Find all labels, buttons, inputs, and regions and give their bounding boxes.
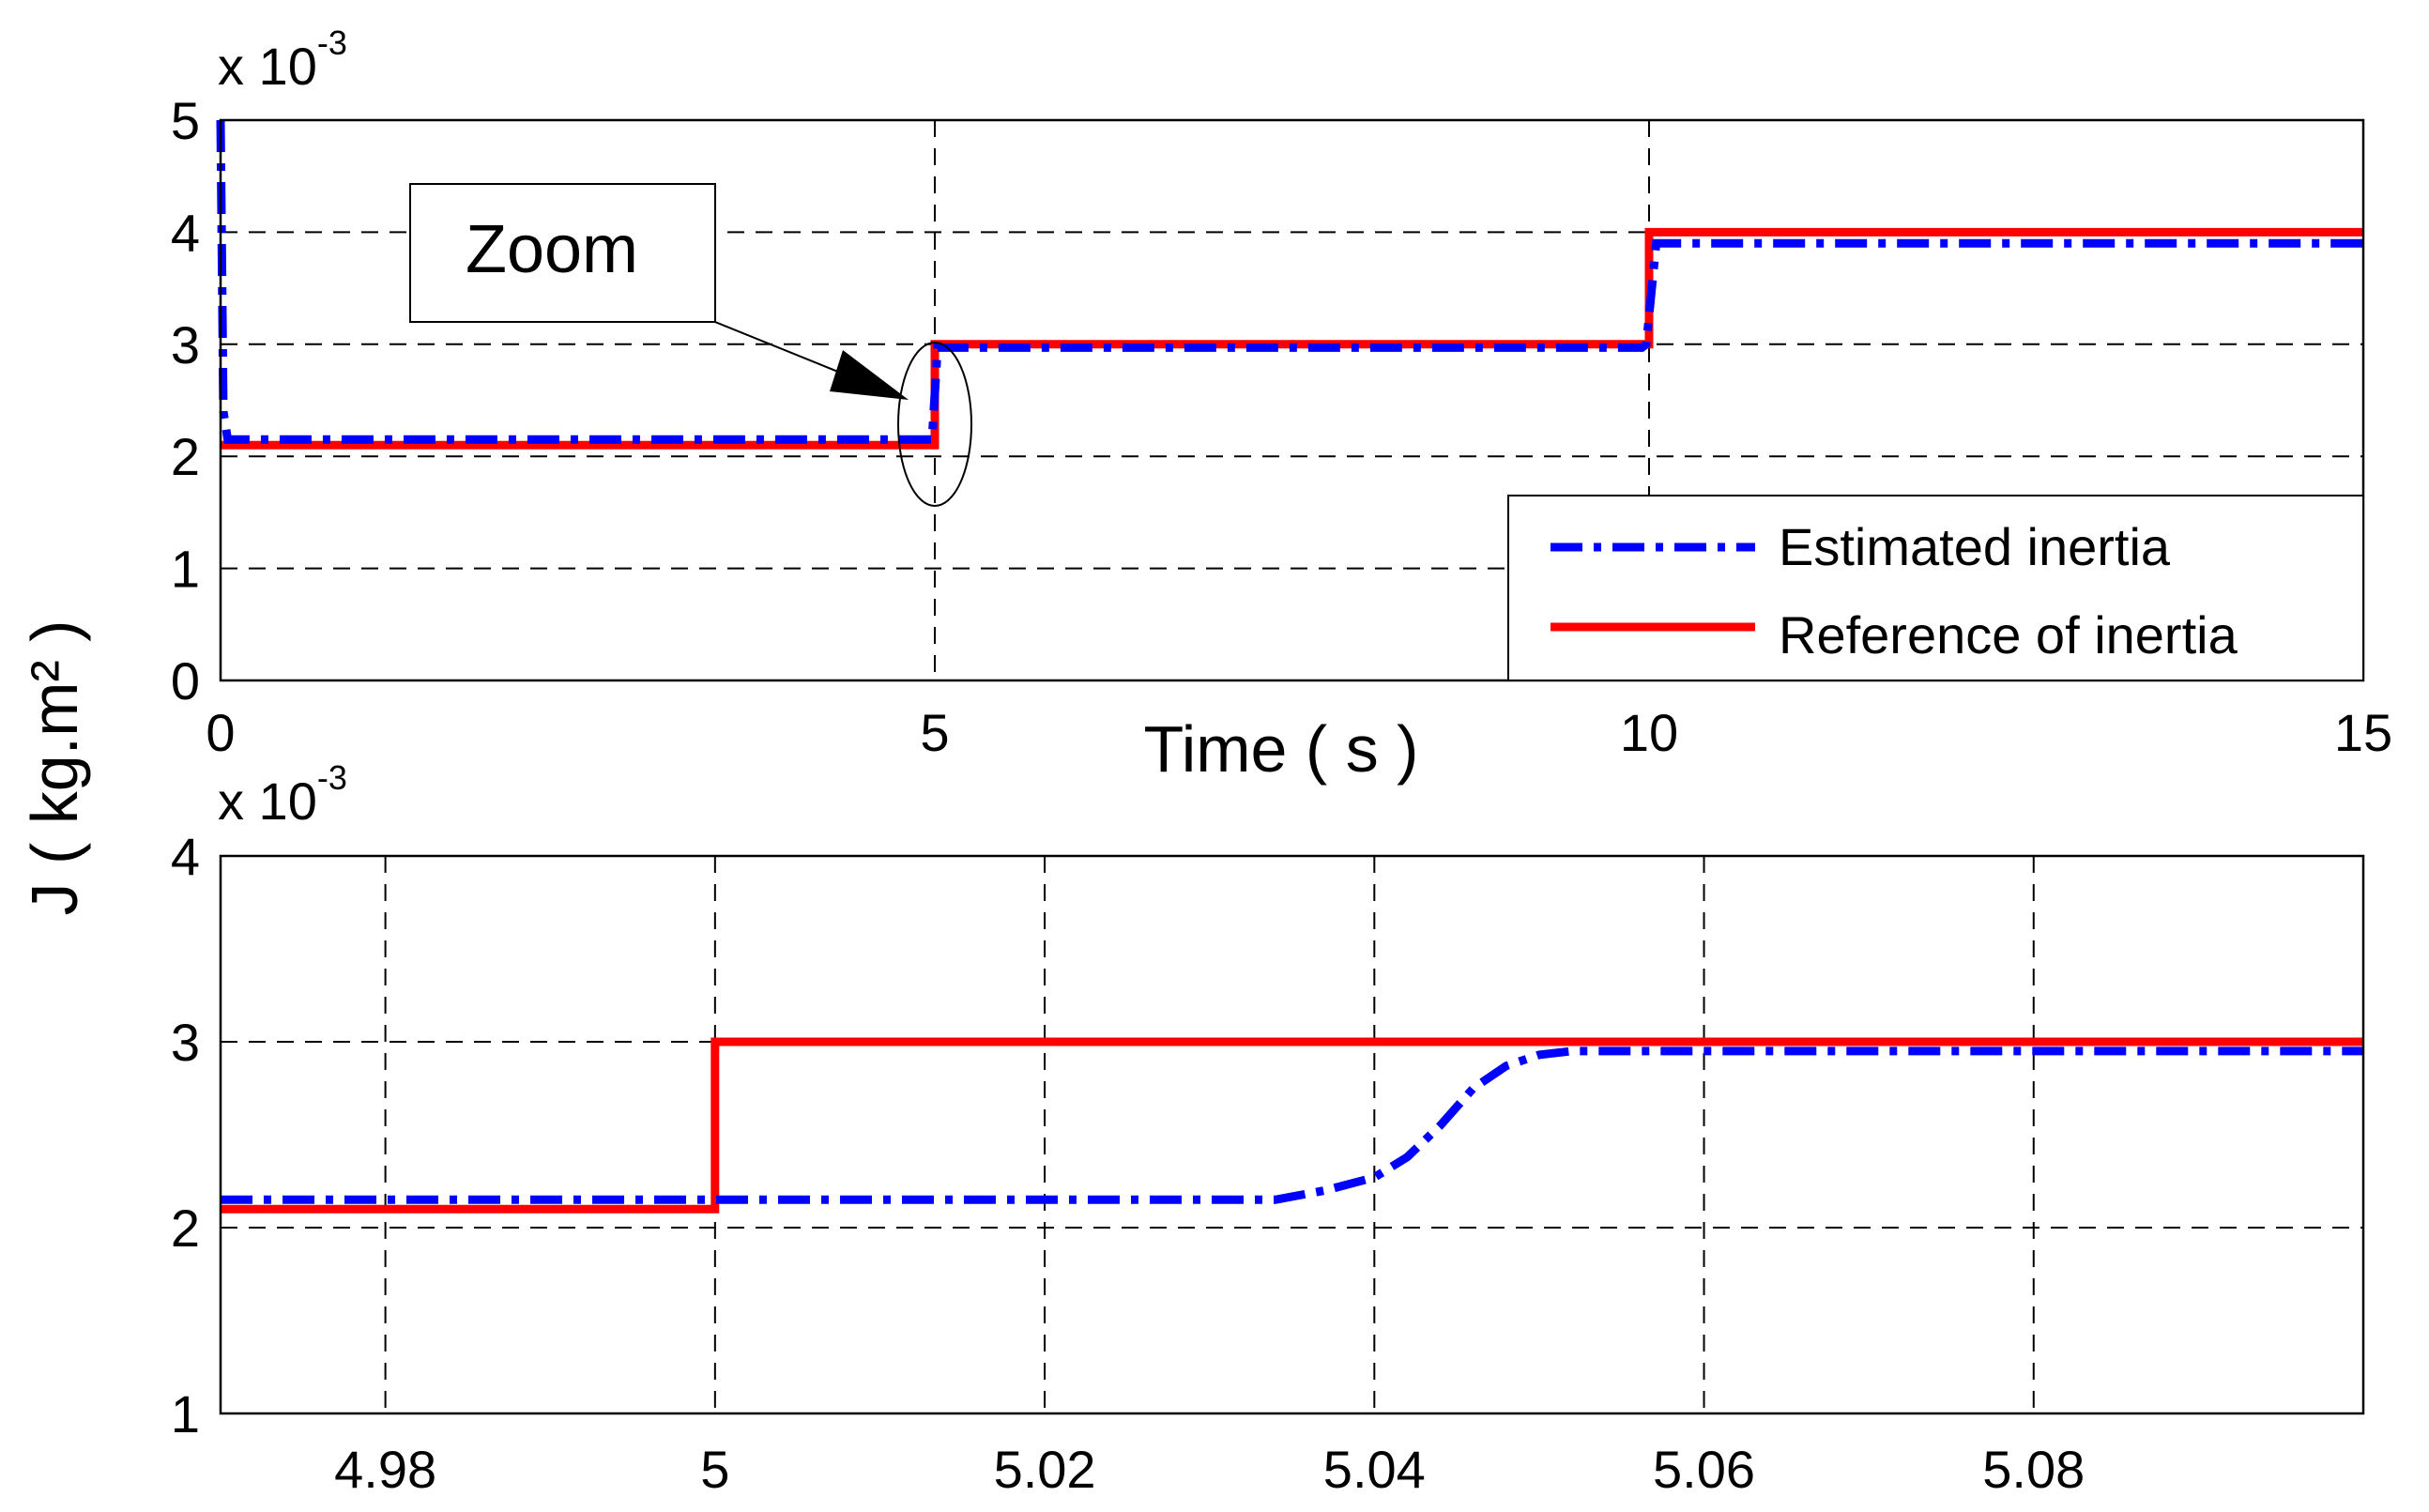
bot-y-tick-label: 3 xyxy=(171,1013,200,1072)
bot-y-tick-label: 2 xyxy=(171,1199,200,1258)
top-plot-panel: 0 5 10 15 0 1 2 3 4 5 x 10-3 Time ( s ) Zoom Esti… xyxy=(171,23,2392,786)
bot-x-tick-label: 5.08 xyxy=(1982,1440,2085,1499)
top-x-tick-label: 5 xyxy=(920,703,949,762)
bottom-y-multiplier-exponent: -3 xyxy=(317,758,347,797)
bot-y-tick-label: 1 xyxy=(171,1384,200,1443)
top-y-tick-label: 5 xyxy=(171,91,200,150)
bot-series-estimated-inertia xyxy=(221,1046,2363,1204)
top-series-group xyxy=(216,119,2363,450)
bot-x-tick-label: 5.04 xyxy=(1323,1440,1426,1499)
bottom-plot-frame xyxy=(219,854,2365,1415)
top-tick-labels: 0 5 10 15 0 1 2 3 4 5 xyxy=(171,91,2392,762)
bot-x-tick-label: 4.98 xyxy=(334,1440,436,1499)
legend: Estimated inertia Reference of inertia xyxy=(1507,495,2364,681)
top-x-tick-label: 15 xyxy=(2334,703,2392,762)
legend-label-reference: Reference of inertia xyxy=(1779,605,2238,664)
top-y-multiplier-exponent: -3 xyxy=(317,23,347,62)
bottom-y-multiplier: x 10-3 xyxy=(218,758,347,831)
zoom-annotation: Zoom xyxy=(409,183,972,507)
top-y-tick-label: 0 xyxy=(171,651,200,710)
top-x-tick-label: 0 xyxy=(206,703,235,762)
bot-y-tick-label: 4 xyxy=(171,827,200,886)
top-x-axis-label: Time ( s ) xyxy=(1144,712,1419,786)
bottom-gridlines xyxy=(221,856,2363,1413)
bot-series-reference-of-inertia xyxy=(221,1037,2363,1214)
top-series-estimated-inertia xyxy=(216,119,2363,444)
legend-label-estimated: Estimated inertia xyxy=(1779,517,2171,576)
bottom-tick-labels: 4.98 5 5.02 5.04 5.06 5.08 1 2 3 4 xyxy=(171,827,2085,1499)
shared-y-axis-label: J ( kg.m² ) xyxy=(18,620,91,916)
top-x-tick-label: 10 xyxy=(1620,703,1678,762)
zoom-arrow-head xyxy=(830,350,909,400)
zoom-annotation-box xyxy=(409,183,716,323)
bot-x-tick-label: 5.02 xyxy=(994,1440,1096,1499)
bottom-series-group xyxy=(221,1037,2363,1214)
bot-x-tick-label: 5 xyxy=(700,1440,729,1499)
legend-box xyxy=(1507,495,2364,681)
zoom-ellipse xyxy=(897,342,972,507)
top-y-tick-label: 4 xyxy=(171,203,200,262)
zoom-annotation-label: Zoom xyxy=(466,212,638,287)
bottom-zoom-plot-panel: 4.98 5 5.02 5.04 5.06 5.08 1 2 3 4 x 10-3 xyxy=(171,758,2365,1499)
top-plot-frame xyxy=(219,118,2365,682)
top-y-multiplier: x 10-3 xyxy=(218,23,347,96)
bot-x-tick-label: 5.06 xyxy=(1653,1440,1755,1499)
top-y-tick-label: 3 xyxy=(171,315,200,374)
top-y-tick-label: 2 xyxy=(171,427,200,486)
top-y-tick-label: 1 xyxy=(171,540,200,599)
